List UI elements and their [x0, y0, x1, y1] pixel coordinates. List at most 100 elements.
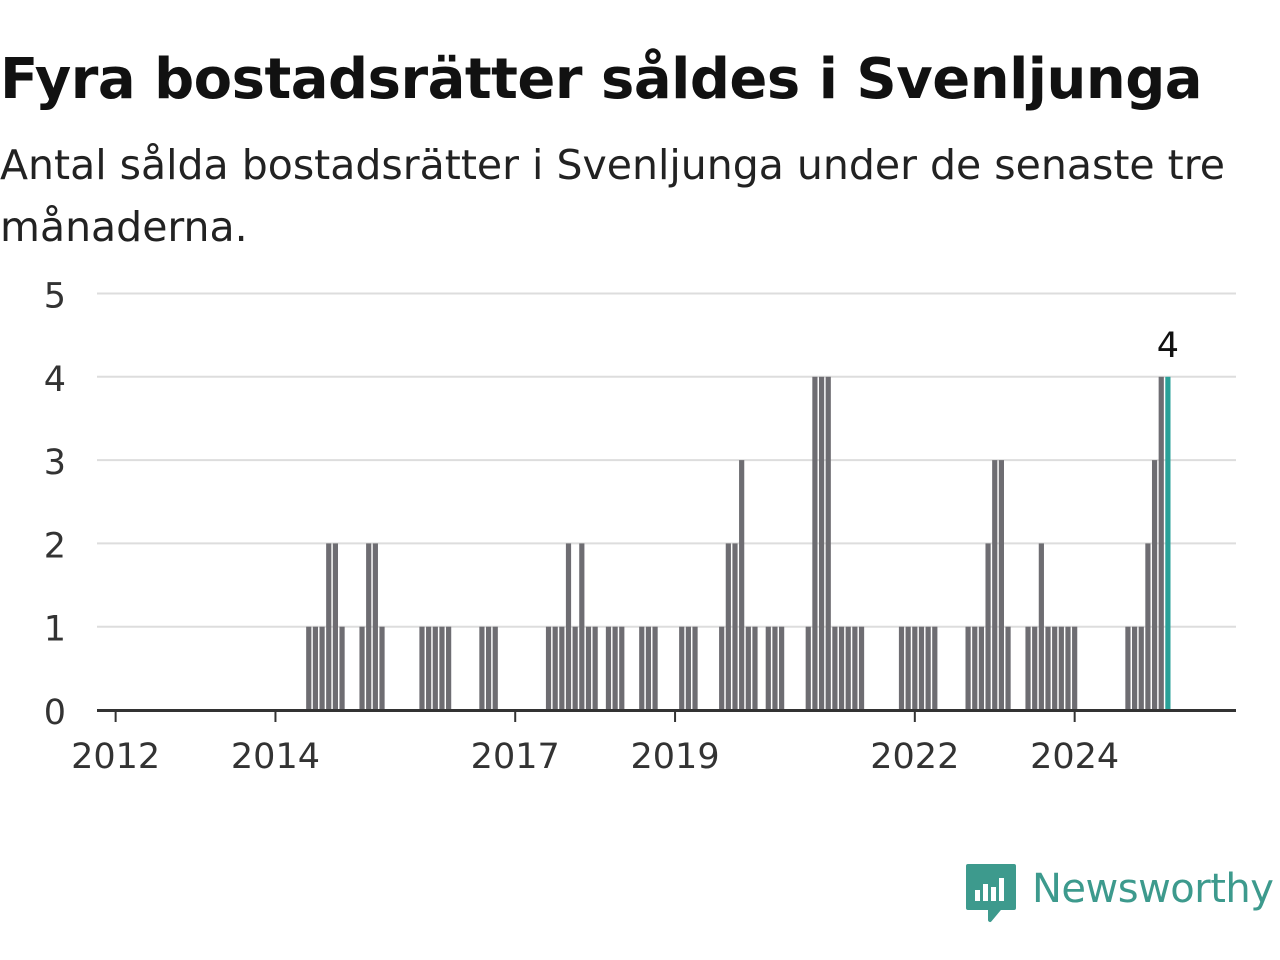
bar [572, 626, 578, 710]
bar [818, 376, 825, 710]
bar [419, 626, 425, 710]
bar [692, 626, 698, 710]
bar [552, 626, 558, 710]
y-tick-label: 4 [44, 360, 66, 400]
bar [432, 626, 438, 710]
bar [339, 626, 345, 710]
bar [485, 626, 492, 710]
bar [372, 543, 378, 710]
bar [858, 626, 865, 710]
bar [645, 626, 652, 710]
bar [639, 626, 645, 710]
bar [1045, 626, 1051, 710]
bar [825, 376, 831, 710]
bar [312, 626, 319, 710]
bar [1125, 626, 1131, 710]
bars [306, 376, 1171, 710]
data-labels: 4 [1157, 326, 1179, 366]
bar [852, 626, 858, 710]
bar [739, 460, 745, 710]
bar [379, 626, 385, 710]
bar [1072, 626, 1078, 710]
bar [918, 626, 925, 710]
bar [319, 626, 325, 710]
bar [772, 626, 778, 710]
bar [1005, 626, 1011, 710]
bar [912, 626, 918, 710]
bar [972, 626, 978, 710]
bar [579, 543, 585, 710]
bar-highlight [1165, 376, 1171, 710]
bar [326, 543, 332, 710]
data-label-last: 4 [1157, 326, 1179, 366]
brand-name: Newsworthy [1032, 866, 1274, 912]
y-tick-label: 0 [44, 693, 66, 733]
chart-title: Fyra bostadsrätter såldes i Svenljunga [0, 47, 1203, 112]
bar [605, 626, 612, 710]
bar [439, 626, 445, 710]
newsworthy-logo-icon [966, 864, 1016, 922]
bar [838, 626, 845, 710]
bar-chart: 0 1 2 3 4 5 2012 2014 2017 2019 2022 2024 4 [44, 277, 1236, 777]
bar [612, 626, 618, 710]
bar [446, 626, 452, 710]
bar [619, 626, 625, 710]
bar [905, 626, 911, 710]
bar [679, 626, 685, 710]
bar [805, 626, 811, 710]
bar [1025, 626, 1031, 710]
y-axis-ticks: 0 1 2 3 4 5 [44, 277, 66, 734]
x-tick-label: 2019 [631, 737, 720, 777]
bar [832, 626, 838, 710]
bar [1065, 626, 1071, 710]
x-tick-label: 2022 [870, 737, 959, 777]
y-tick-label: 3 [44, 443, 66, 483]
bar [559, 626, 565, 710]
bar [845, 626, 851, 710]
bar [732, 543, 738, 710]
bar [685, 626, 691, 710]
y-tick-label: 2 [44, 526, 66, 566]
bar [1032, 626, 1038, 710]
gridlines [97, 292, 1236, 628]
y-tick-label: 5 [44, 277, 66, 317]
bar [366, 543, 372, 710]
bar [812, 376, 818, 710]
bar [426, 626, 432, 710]
bar [565, 543, 572, 710]
bar [898, 626, 905, 710]
bar [1138, 626, 1144, 710]
newsworthy-logo[interactable]: Newsworthy [964, 862, 1274, 928]
bar [1058, 626, 1064, 710]
bar [719, 626, 725, 710]
bar [932, 626, 938, 710]
x-tick-label: 2017 [471, 737, 560, 777]
bar [779, 626, 785, 710]
x-tick-label: 2014 [231, 737, 320, 777]
bar [925, 626, 931, 710]
bar [725, 543, 731, 710]
bar [306, 626, 312, 710]
bar [359, 626, 365, 710]
bar [992, 460, 998, 710]
bar [752, 626, 758, 710]
bar [1052, 626, 1058, 710]
bar [545, 626, 552, 710]
bar [332, 543, 338, 710]
bar [1038, 543, 1044, 710]
bar [1158, 376, 1164, 710]
chart-subtitle: Antal sålda bostadsrätter i Svenljunga u… [0, 141, 1225, 251]
bar [998, 460, 1004, 710]
bar [1132, 626, 1138, 710]
bar [479, 626, 485, 710]
bar [585, 626, 592, 710]
bar [985, 543, 991, 710]
y-tick-label: 1 [44, 610, 66, 650]
bar [1145, 543, 1151, 710]
x-tick-label: 2024 [1030, 737, 1119, 777]
bar [978, 626, 985, 710]
bar [965, 626, 971, 710]
bar [492, 626, 498, 710]
bar [1151, 460, 1158, 710]
x-tick-label: 2012 [71, 737, 160, 777]
